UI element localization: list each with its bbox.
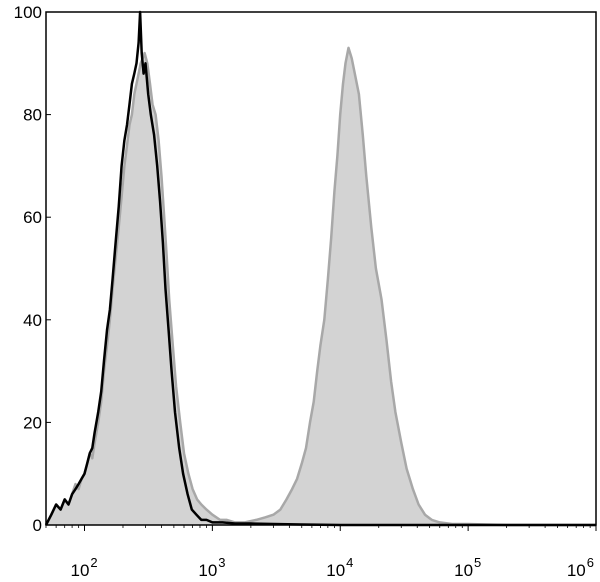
y-tick-label: 100 — [14, 3, 42, 22]
x-tick-base: 10 — [454, 561, 473, 580]
x-tick-exponent: 5 — [474, 555, 481, 570]
y-tick-label: 0 — [33, 516, 42, 535]
x-tick-label: 105 — [454, 555, 481, 580]
x-tick-exponent: 4 — [346, 555, 353, 570]
x-tick-label: 102 — [70, 555, 97, 580]
y-tick-label: 80 — [23, 106, 42, 125]
x-tick-label: 106 — [567, 555, 594, 580]
x-tick-label: 104 — [326, 555, 353, 580]
plot-frame — [45, 11, 597, 526]
series-0-area — [46, 47, 596, 526]
x-tick-exponent: 2 — [90, 555, 97, 570]
x-tick-exponent: 6 — [587, 555, 594, 570]
y-tick-label: 60 — [23, 208, 42, 227]
y-tick-label: 40 — [23, 311, 42, 330]
x-tick-label: 103 — [198, 555, 225, 580]
series-1-line — [44, 10, 596, 527]
x-tick-base: 10 — [567, 561, 586, 580]
x-tick-base: 10 — [198, 561, 217, 580]
x-tick-base: 10 — [326, 561, 345, 580]
x-tick-base: 10 — [70, 561, 89, 580]
x-tick-exponent: 3 — [218, 555, 225, 570]
y-tick-label: 20 — [23, 413, 42, 432]
series-layer — [44, 10, 596, 527]
